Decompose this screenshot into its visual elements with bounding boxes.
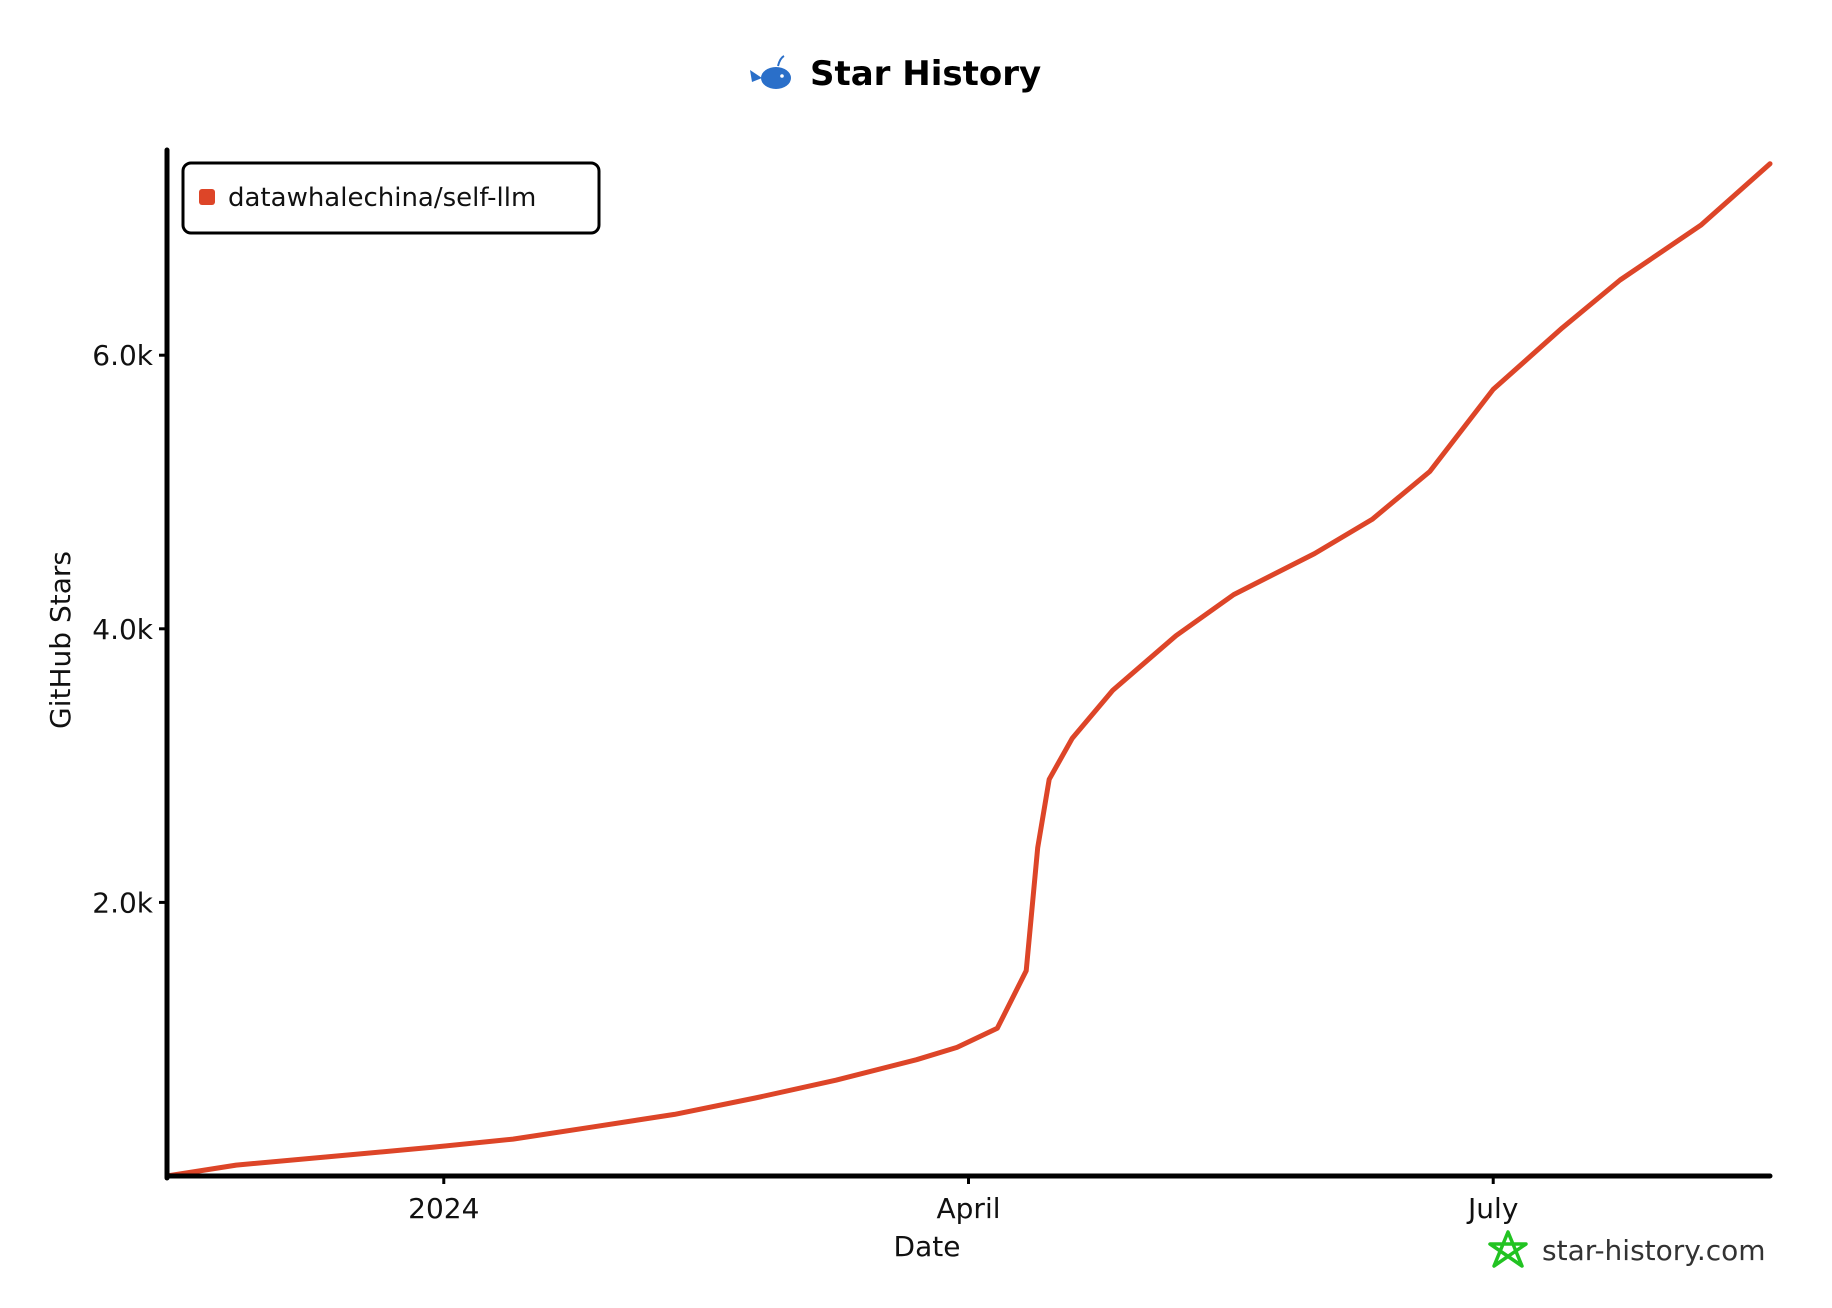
series-layer: [164, 161, 1773, 1179]
watermark: star-history.com: [1488, 1230, 1766, 1268]
star-icon: [1488, 1230, 1528, 1268]
x-tick-label: April: [937, 1192, 1001, 1225]
legend-label: datawhalechina/self-llm: [228, 183, 536, 213]
chart-title: Star History: [750, 54, 1041, 94]
y-tick-label: 2.0k: [92, 886, 154, 919]
x-tick-label: 2024: [408, 1192, 479, 1225]
y-tick-label: 4.0k: [92, 613, 154, 646]
y-tick-label: 6.0k: [92, 339, 154, 372]
axes-layer: [164, 147, 1773, 1181]
x-axis-label: Date: [894, 1230, 961, 1263]
whale-icon: [750, 55, 791, 89]
ticks-layer: 2024 April July 2.0k 4.0k 6.0k: [92, 339, 1518, 1225]
x-tick-label: July: [1466, 1192, 1518, 1225]
chart-title-text: Star History: [810, 54, 1041, 94]
legend-box: [181, 161, 601, 235]
series-line: [164, 161, 1773, 1179]
watermark-text: star-history.com: [1542, 1234, 1766, 1267]
y-axis-label: GitHub Stars: [44, 551, 77, 729]
legend: datawhalechina/self-llm: [181, 161, 601, 235]
legend-swatch: [199, 189, 215, 205]
